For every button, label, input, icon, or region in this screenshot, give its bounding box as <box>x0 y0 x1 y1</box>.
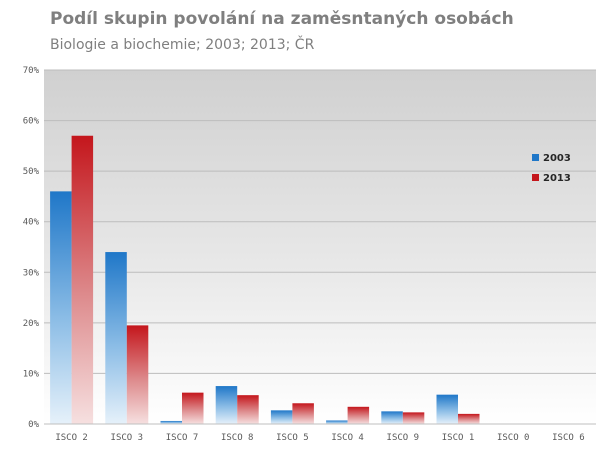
bar-2003-4 <box>270 410 293 424</box>
y-tick-label: 40% <box>23 218 40 228</box>
bar-2013-1 <box>126 325 149 424</box>
x-tick-label: ISCO 1 <box>442 433 475 443</box>
y-tick-label: 20% <box>23 319 40 329</box>
x-tick-label: ISCO 9 <box>387 433 420 443</box>
bar-2003-7 <box>436 394 458 424</box>
x-tick-label: ISCO 3 <box>111 433 144 443</box>
chart-title: Podíl skupin povolání na zaměsntaných os… <box>50 9 514 29</box>
bar-2003-6 <box>381 411 403 424</box>
y-tick-label: 0% <box>28 420 39 430</box>
bar-2013-0 <box>71 135 94 424</box>
bar-2013-4 <box>292 403 314 424</box>
bar-2013-6 <box>402 412 425 424</box>
bar-2003-5 <box>326 420 348 424</box>
y-tick-label: 60% <box>23 117 40 127</box>
x-tick-label: ISCO 5 <box>276 433 309 443</box>
gridlines <box>44 69 596 374</box>
legend-swatch <box>532 174 539 181</box>
bar-2013-3 <box>237 395 259 424</box>
bars <box>50 135 480 424</box>
bar-2003-3 <box>215 386 238 424</box>
legend-label: 2013 <box>543 173 571 184</box>
x-tick-label: ISCO 6 <box>552 433 585 443</box>
x-tick-label: ISCO 0 <box>497 433 530 443</box>
bar-2003-2 <box>160 420 182 424</box>
legend-label: 2003 <box>543 153 571 164</box>
bar-2013-7 <box>458 413 480 424</box>
x-axis-ticks: ISCO 2 ISCO 3 ISCO 7 ISCO 8 ISCO 5 ISCO 4 ISCO… <box>55 433 584 443</box>
x-tick-label: ISCO 8 <box>221 433 254 443</box>
legend: 2003 2013 <box>532 153 571 184</box>
bar-2003-0 <box>50 191 72 424</box>
y-tick-label: 30% <box>23 268 40 278</box>
chart-subtitle: Biologie a biochemie; 2003; 2013; ČR <box>50 37 315 53</box>
y-tick-label: 70% <box>23 66 40 76</box>
y-axis-ticks: 0% 10% 20% 30% 40% 50% 60% 70% <box>23 66 40 430</box>
x-tick-label: ISCO 4 <box>331 433 364 443</box>
y-tick-label: 50% <box>23 167 40 177</box>
legend-swatch <box>532 154 539 161</box>
x-tick-label: ISCO 7 <box>166 433 199 443</box>
bar-2003-1 <box>105 252 127 424</box>
bar-2013-2 <box>182 392 204 424</box>
x-tick-label: ISCO 2 <box>55 433 88 443</box>
y-tick-label: 10% <box>23 369 40 379</box>
bar-2013-5 <box>347 406 370 424</box>
